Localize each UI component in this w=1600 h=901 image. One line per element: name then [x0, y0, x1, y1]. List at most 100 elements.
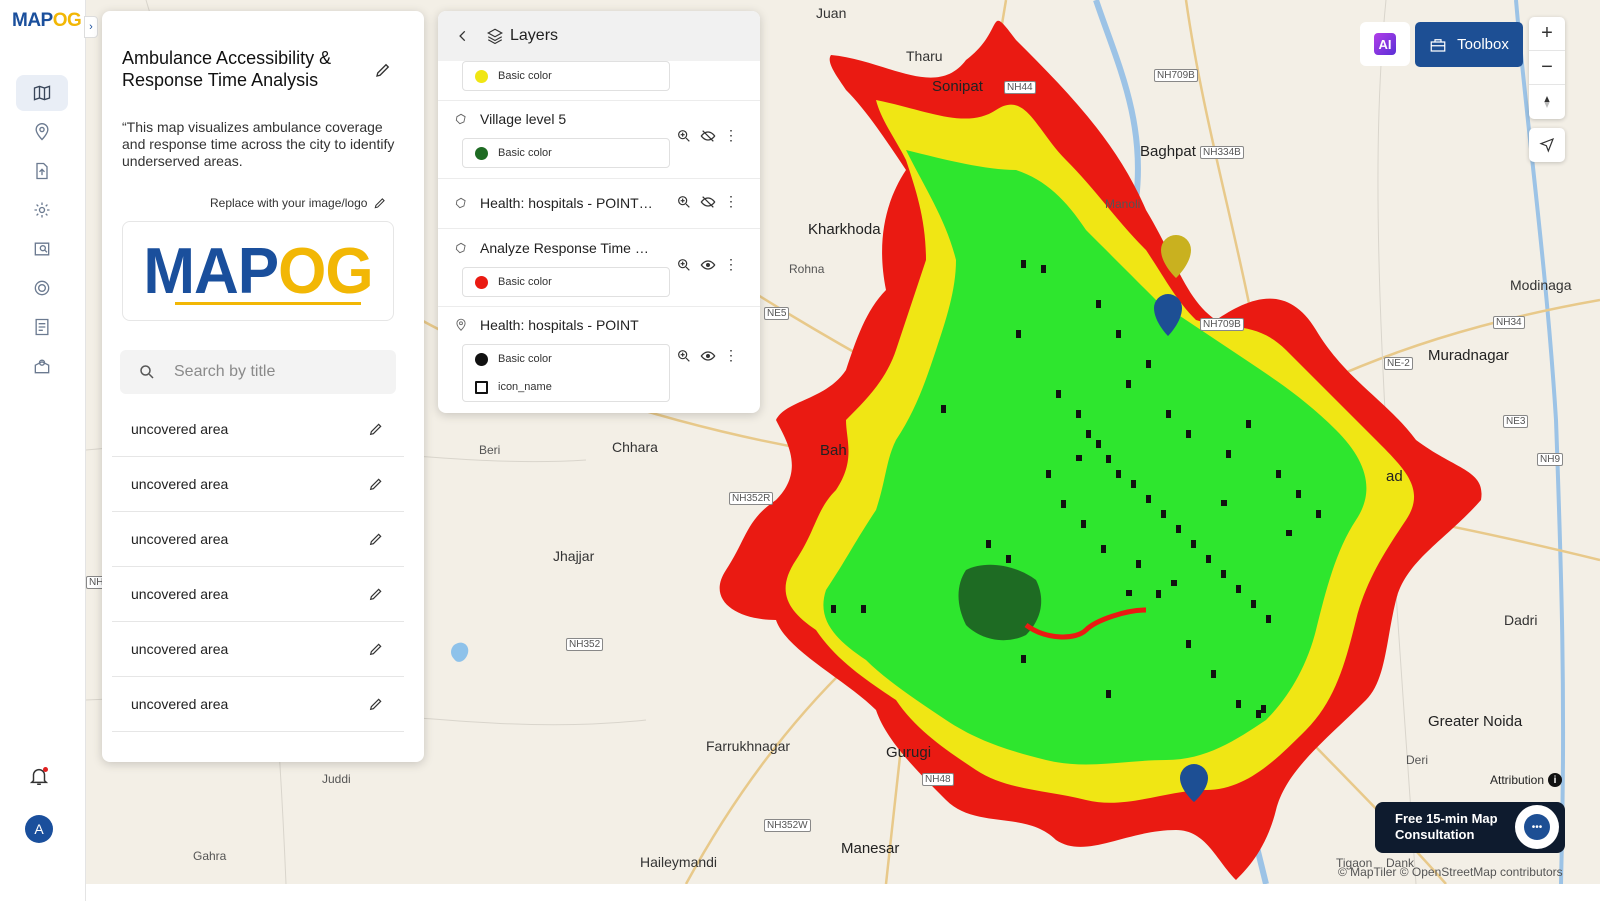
- rail-expand-toggle[interactable]: ›: [84, 16, 98, 38]
- map-pin-box-icon: [34, 359, 50, 374]
- place-label: Baghpat: [1140, 143, 1196, 160]
- map-icon: [33, 85, 51, 101]
- list-item-label: uncovered area: [131, 476, 229, 492]
- list-item[interactable]: uncovered area: [112, 567, 404, 622]
- layers-panel: Layers Basic color Village level 5 ⋮ Bas…: [438, 11, 760, 413]
- chat-button[interactable]: •••: [1515, 805, 1559, 849]
- chevron-left-icon[interactable]: [456, 29, 470, 43]
- compass-button[interactable]: [1529, 85, 1565, 119]
- gear-icon: [34, 202, 50, 218]
- list-item[interactable]: uncovered area: [112, 677, 404, 732]
- navigation-arrow-icon: [1539, 137, 1555, 153]
- layer-style-box[interactable]: Basic color icon_name: [462, 344, 670, 402]
- bell-icon: [29, 768, 49, 785]
- settings-nav-button[interactable]: [16, 192, 68, 228]
- notifications-button[interactable]: [28, 765, 52, 789]
- divider: [438, 306, 760, 307]
- list-item[interactable]: uncovered area: [112, 622, 404, 677]
- upload-nav-button[interactable]: [16, 153, 68, 189]
- place-label: Dadri: [1504, 612, 1538, 628]
- ai-assistant-button[interactable]: AI: [1360, 22, 1410, 66]
- layer-actions: ⋮: [676, 347, 738, 364]
- consult-line1: Free 15-min Map: [1395, 811, 1498, 826]
- place-label: Juddi: [322, 772, 351, 786]
- road-shield: NH34: [1493, 316, 1525, 329]
- layer-name[interactable]: Health: hospitals - POINT…: [480, 195, 653, 211]
- list-item[interactable]: uncovered area: [112, 402, 404, 457]
- pencil-icon[interactable]: [368, 531, 384, 547]
- polygon-icon: [455, 242, 466, 254]
- story-description: “This map visualizes ambulance coverage …: [122, 119, 395, 169]
- location-nav-button[interactable]: [16, 114, 68, 150]
- road-shield: NE5: [764, 307, 790, 320]
- eye-hidden-icon[interactable]: [700, 128, 716, 144]
- zoom-to-layer-icon[interactable]: [676, 194, 692, 210]
- more-options-icon[interactable]: ⋮: [724, 127, 738, 143]
- village-level-5: [958, 564, 1042, 641]
- list-item[interactable]: uncovered area: [112, 457, 404, 512]
- zoom-to-layer-icon[interactable]: [676, 257, 692, 273]
- map-nav-button[interactable]: [16, 75, 68, 111]
- layer-name[interactable]: Health: hospitals - POINT: [480, 317, 639, 333]
- color-swatch: [475, 69, 488, 83]
- pencil-icon[interactable]: [368, 476, 384, 492]
- toolbox-button[interactable]: Toolbox: [1415, 22, 1523, 67]
- zoom-to-layer-icon[interactable]: [676, 348, 692, 364]
- zoom-controls: + −: [1529, 17, 1565, 119]
- shared-maps-nav-button[interactable]: [16, 348, 68, 384]
- color-swatch: [475, 146, 488, 160]
- pencil-icon[interactable]: [368, 641, 384, 657]
- more-options-icon[interactable]: ⋮: [724, 256, 738, 272]
- layers-header: Layers: [438, 11, 760, 61]
- report-icon: [35, 318, 49, 336]
- road-shield: NE3: [1503, 415, 1529, 428]
- road-shield: NH352: [566, 638, 604, 651]
- place-label: Tharu: [906, 48, 943, 64]
- locate-button[interactable]: [1529, 128, 1565, 162]
- place-label: Manesar: [841, 840, 900, 857]
- pencil-icon[interactable]: [368, 696, 384, 712]
- road-shield: NH9: [1537, 453, 1564, 466]
- eye-hidden-icon[interactable]: [700, 194, 716, 210]
- report-nav-button[interactable]: [16, 309, 68, 345]
- place-label: Greater Noida: [1428, 713, 1523, 730]
- layer-style-box[interactable]: Basic color: [462, 138, 670, 168]
- layer-style-box[interactable]: Basic color: [462, 267, 670, 297]
- search-input[interactable]: [174, 363, 374, 381]
- tools-nav-button[interactable]: [16, 270, 68, 306]
- pencil-icon[interactable]: [368, 586, 384, 602]
- eye-icon[interactable]: [700, 257, 716, 273]
- layer-style-box[interactable]: Basic color: [462, 61, 670, 91]
- more-options-icon[interactable]: ⋮: [724, 347, 738, 363]
- layers-icon: [487, 28, 503, 45]
- replace-logo-link[interactable]: Replace with your image/logo: [210, 196, 387, 210]
- story-logo-box[interactable]: MAPOG: [122, 221, 394, 321]
- pencil-icon[interactable]: [368, 421, 384, 437]
- more-options-icon[interactable]: ⋮: [724, 193, 738, 209]
- location-pin-icon: [456, 318, 466, 331]
- chevron-right-icon: ›: [89, 21, 93, 33]
- replace-logo-label: Replace with your image/logo: [210, 196, 368, 210]
- attribution-toggle[interactable]: Attribution i: [1490, 773, 1563, 787]
- zoom-to-layer-icon[interactable]: [676, 128, 692, 144]
- layer-name[interactable]: Village level 5: [480, 111, 567, 127]
- place-label: Manoli: [1105, 197, 1141, 211]
- style-line: Basic color: [463, 139, 669, 167]
- style-label: Basic color: [498, 147, 552, 159]
- divider: [438, 178, 760, 179]
- list-item[interactable]: uncovered area: [112, 512, 404, 567]
- map-analysis-nav-button[interactable]: [16, 231, 68, 267]
- user-avatar[interactable]: A: [25, 815, 53, 843]
- edit-title-icon[interactable]: [374, 61, 392, 79]
- ai-icon: AI: [1374, 33, 1396, 55]
- app-logo[interactable]: MAPOG: [12, 10, 82, 31]
- zoom-in-button[interactable]: +: [1529, 17, 1565, 51]
- place-label: Gurugi: [886, 744, 932, 761]
- place-label: Beri: [479, 443, 501, 457]
- eye-icon[interactable]: [700, 348, 716, 364]
- place-label: Kharkhoda: [808, 221, 881, 238]
- zoom-out-button[interactable]: −: [1529, 51, 1565, 85]
- road-shield: NH44: [1004, 81, 1036, 94]
- layer-name[interactable]: Analyze Response Time …: [480, 240, 649, 256]
- layers-title: Layers: [510, 27, 559, 44]
